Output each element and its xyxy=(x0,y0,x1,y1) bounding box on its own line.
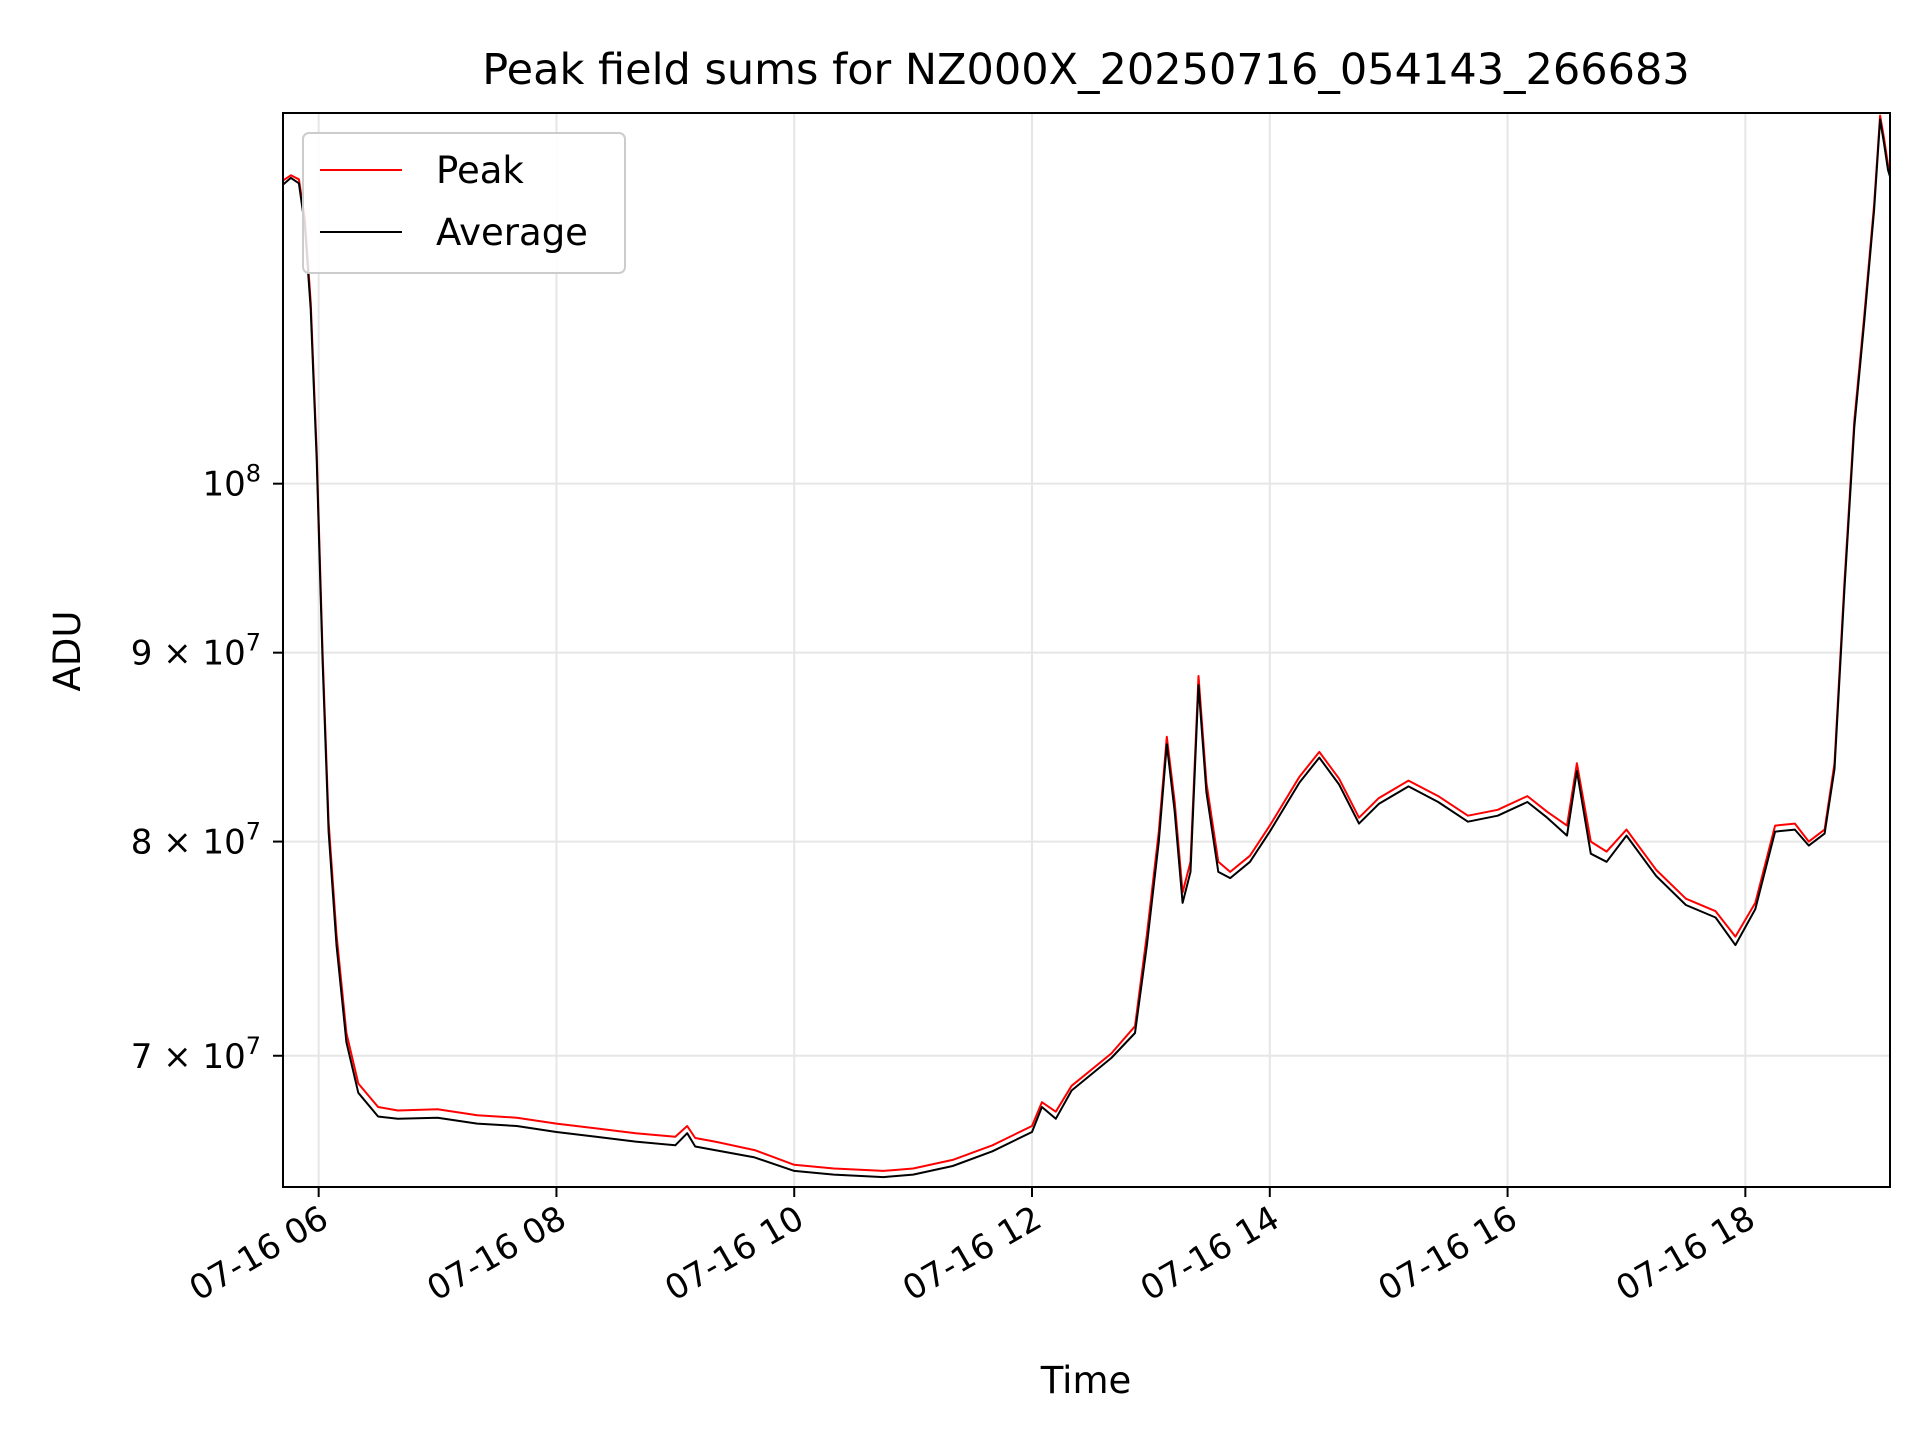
y-tick-label: 108 xyxy=(202,460,261,505)
chart-title: Peak field sums for NZ000X_20250716_0541… xyxy=(482,45,1689,95)
y-tick-label: 9 × 107 xyxy=(131,629,261,674)
series-layer xyxy=(282,114,1891,1179)
grid xyxy=(283,113,1890,1187)
y-tick-label: 8 × 107 xyxy=(131,818,261,863)
y-axis: 7 × 107 8 × 107 9 × 107 108 xyxy=(131,460,283,1077)
series-line-peak xyxy=(282,114,1891,1172)
x-axis-label: Time xyxy=(1040,1359,1132,1402)
y-axis-label: ADU xyxy=(46,611,89,692)
legend: Peak Average xyxy=(302,132,626,274)
y-tick-label: 7 × 107 xyxy=(131,1032,261,1077)
plot-frame xyxy=(282,112,1891,1188)
legend-box xyxy=(302,132,626,274)
legend-label-average: Average xyxy=(436,211,588,254)
series-line-average xyxy=(282,118,1891,1179)
legend-label-peak: Peak xyxy=(436,149,524,192)
